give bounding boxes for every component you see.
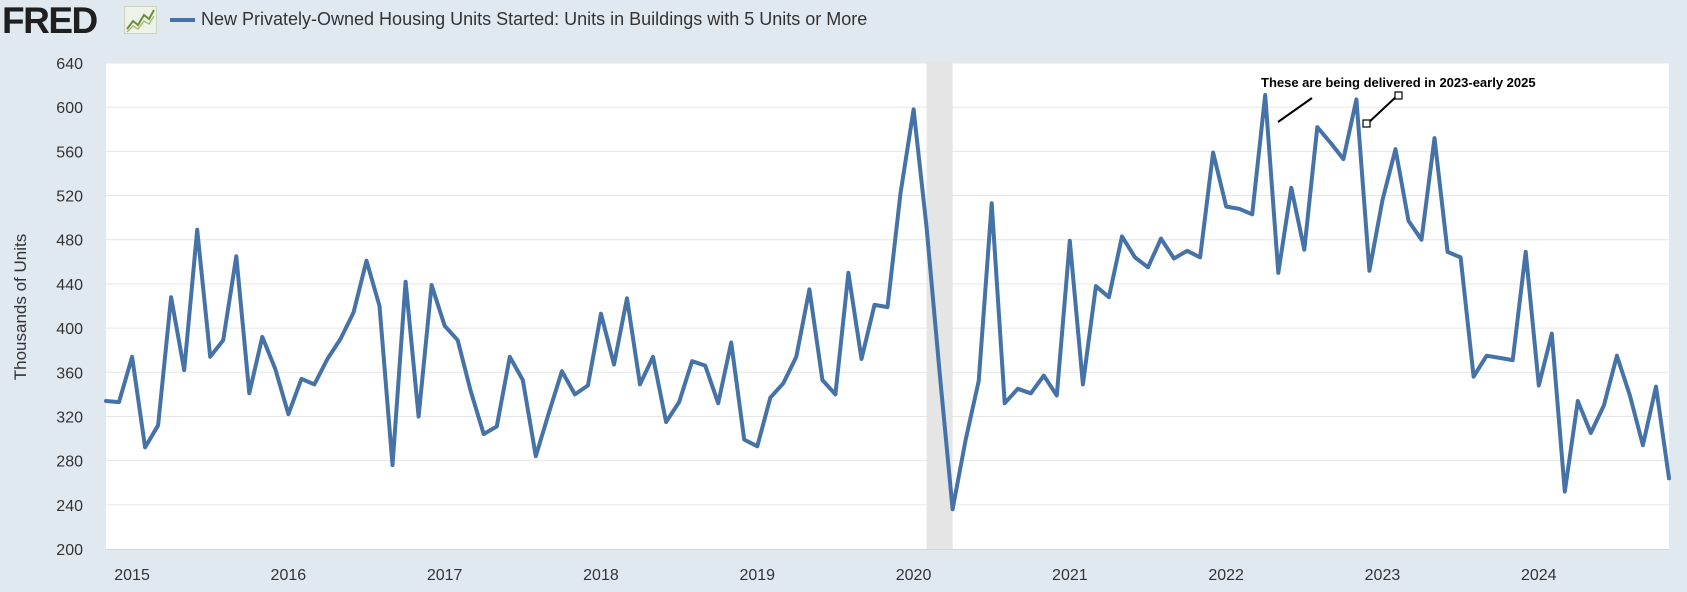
y-tick-label: 640 (56, 56, 83, 73)
y-tick-label: 520 (56, 189, 83, 206)
annotation-handle-2[interactable] (1394, 91, 1403, 100)
fred-logo[interactable]: FRED (2, 0, 98, 41)
x-tick-label: 2019 (739, 567, 775, 584)
line-chart-icon (124, 6, 157, 34)
annotation-handle-1[interactable] (1362, 119, 1371, 128)
y-tick-label: 440 (56, 277, 83, 294)
annotation-arrow-1 (1277, 97, 1313, 123)
y-axis-ticks: 200 240 280 320 360 400 440 480 520 560 600 640 (56, 56, 83, 559)
x-tick-label: 2016 (271, 567, 307, 584)
annotation-text: These are being delivered in 2023-early … (1261, 75, 1536, 90)
annotation-arrow-2 (1366, 94, 1399, 125)
series-lines (104, 93, 1671, 512)
legend-swatch (170, 18, 195, 22)
chart-header: FRED New Privately-Owned Housing Units S… (0, 0, 1687, 42)
y-tick-label: 600 (56, 100, 83, 117)
x-tick-label: 2024 (1521, 567, 1557, 584)
series-line-0[interactable] (104, 93, 1671, 512)
y-tick-label: 560 (56, 144, 83, 161)
y-tick-label: 360 (56, 365, 83, 382)
x-axis-ticks: 2015 2016 2017 2018 2019 2020 2021 2022 2023 2024 (114, 567, 1556, 584)
y-tick-label: 480 (56, 233, 83, 250)
gridlines (106, 62, 1669, 550)
x-tick-label: 2020 (896, 567, 932, 584)
x-tick-label: 2015 (114, 567, 150, 584)
x-tick-label: 2018 (583, 567, 619, 584)
annotation-group: These are being delivered in 2023-early … (1261, 75, 1536, 128)
x-tick-label: 2021 (1052, 567, 1088, 584)
legend-label[interactable]: New Privately-Owned Housing Units Starte… (201, 9, 868, 29)
y-tick-label: 280 (56, 454, 83, 471)
x-tick-label: 2023 (1365, 567, 1401, 584)
y-tick-label: 200 (56, 542, 83, 559)
x-tick-label: 2022 (1208, 567, 1244, 584)
y-tick-label: 320 (56, 409, 83, 426)
y-axis-label: Thousands of Units (11, 234, 30, 380)
y-tick-label: 240 (56, 498, 83, 515)
x-tick-label: 2017 (427, 567, 463, 584)
y-tick-label: 400 (56, 321, 83, 338)
